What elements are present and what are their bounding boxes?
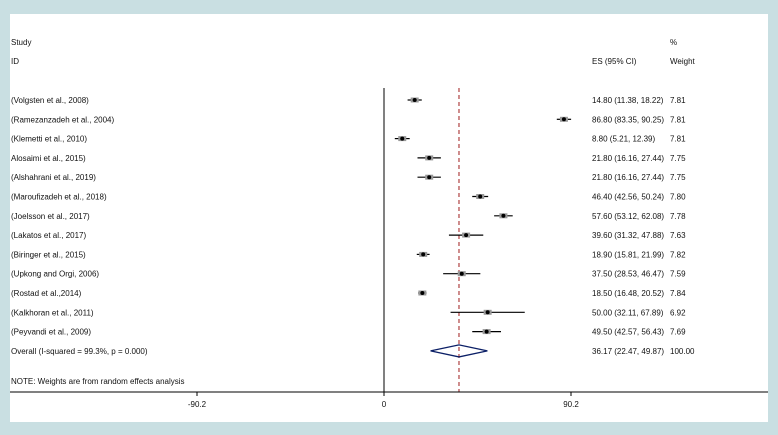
study-row: (Joelsson et al., 2017) 57.60 (53.12, 62.… (11, 212, 686, 221)
study-label: (Ramezanzadeh et al., 2004) (11, 115, 115, 124)
effect-size-text: 37.50 (28.53, 46.47) (592, 270, 664, 279)
x-tick-label: 0 (382, 400, 387, 409)
study-row: (Maroufizadeh et al., 2018) 46.40 (42.56,… (11, 193, 686, 202)
point-estimate (484, 329, 489, 334)
weight-text: 7.59 (670, 270, 686, 279)
x-tick-label: -90.2 (188, 400, 207, 409)
weight-text: 7.84 (670, 289, 686, 298)
effect-size-text: 21.80 (16.16, 27.44) (592, 154, 664, 163)
point-estimate (400, 136, 405, 141)
study-label: (Kalkhoran et al., 2011) (11, 308, 94, 317)
point-estimate (561, 117, 566, 122)
study-label: (Joelsson et al., 2017) (11, 212, 90, 221)
point-estimate (420, 291, 425, 295)
study-row: (Kalkhoran et al., 2011) 50.00 (32.11, 67… (11, 308, 686, 317)
study-label: (Alshahrani et al., 2019) (11, 173, 96, 182)
weight-text: 7.81 (670, 135, 686, 144)
study-rows: (Volgsten et al., 2008) 14.80 (11.38, 18.… (11, 88, 695, 392)
weight-text: 7.69 (670, 328, 686, 337)
forest-plot: Study ID ES (95% CI) % Weight (Volgsten … (10, 38, 768, 409)
point-estimate (427, 155, 432, 160)
study-row: (Rostad et al.,2014) 18.50 (16.48, 20.52)… (11, 289, 686, 298)
point-estimate (421, 252, 426, 257)
weight-text: 7.75 (670, 173, 686, 182)
effect-size-text: 18.90 (15.81, 21.99) (592, 250, 664, 259)
weight-text: 7.81 (670, 115, 686, 124)
weights-note: NOTE: Weights are from random effects an… (11, 377, 185, 386)
weight-text: 7.80 (670, 193, 686, 202)
effect-size-text: 46.40 (42.56, 50.24) (592, 193, 664, 202)
point-estimate (412, 98, 417, 102)
study-row: (Volgsten et al., 2008) 14.80 (11.38, 18.… (11, 96, 686, 105)
study-label: (Peyvandi et al., 2009) (11, 328, 91, 337)
point-estimate (427, 175, 432, 180)
study-row: (Klemetti et al., 2010) 8.80 (5.21, 12.39… (11, 135, 686, 144)
study-row: Alosaimi et al., 2015) 21.80 (16.16, 27.4… (11, 154, 686, 163)
point-estimate (478, 194, 483, 199)
study-label: (Klemetti et al., 2010) (11, 135, 87, 144)
study-label: (Maroufizadeh et al., 2018) (11, 193, 107, 202)
study-label: (Upkong and Orgi, 2006) (11, 270, 99, 279)
overall-diamond (430, 344, 488, 358)
study-row: (Alshahrani et al., 2019) 21.80 (16.16, 2… (11, 173, 686, 182)
study-row: (Lakatos et al., 2017) 39.60 (31.32, 47.8… (11, 231, 686, 240)
point-estimate (459, 271, 464, 276)
study-label: (Biringer et al., 2015) (11, 250, 86, 259)
effect-size-text: 8.80 (5.21, 12.39) (592, 135, 655, 144)
study-label: (Lakatos et al., 2017) (11, 231, 86, 240)
study-row: (Upkong and Orgi, 2006) 37.50 (28.53, 46.… (11, 270, 686, 279)
point-estimate (464, 233, 469, 238)
overall-label: Overall (I-squared = 99.3%, p = 0.000) (11, 347, 148, 356)
study-label: (Volgsten et al., 2008) (11, 96, 89, 105)
weight-text: 7.78 (670, 212, 686, 221)
header-study: Study (11, 38, 31, 47)
plot-panel: Study ID ES (95% CI) % Weight (Volgsten … (10, 14, 768, 422)
x-axis: -90.2 0 90.2 (10, 391, 768, 409)
effect-size-text: 18.50 (16.48, 20.52) (592, 289, 664, 298)
header-pct: % (670, 38, 677, 47)
effect-size-text: 50.00 (32.11, 67.89) (592, 308, 664, 317)
study-row: (Ramezanzadeh et al., 2004) 86.80 (83.35,… (11, 115, 686, 124)
header-id: ID (11, 57, 19, 66)
overall-effect-size-text: 36.17 (22.47, 49.87) (592, 347, 664, 356)
weight-text: 6.92 (670, 308, 686, 317)
weight-text: 7.75 (670, 154, 686, 163)
study-row: (Peyvandi et al., 2009) 49.50 (42.57, 56.… (11, 328, 686, 337)
weight-text: 7.63 (670, 231, 686, 240)
effect-size-text: 39.60 (31.32, 47.88) (592, 231, 664, 240)
header-es: ES (95% CI) (592, 57, 637, 66)
study-row: (Biringer et al., 2015) 18.90 (15.81, 21.… (11, 250, 686, 259)
effect-size-text: 14.80 (11.38, 18.22) (592, 96, 664, 105)
overall-weight-text: 100.00 (670, 347, 695, 356)
study-label: Alosaimi et al., 2015) (11, 154, 86, 163)
effect-size-text: 57.60 (53.12, 62.08) (592, 212, 664, 221)
point-estimate (485, 310, 490, 315)
weight-text: 7.81 (670, 96, 686, 105)
effect-size-text: 21.80 (16.16, 27.44) (592, 173, 664, 182)
study-label: (Rostad et al.,2014) (11, 289, 82, 298)
weight-text: 7.82 (670, 250, 686, 259)
effect-size-text: 86.80 (83.35, 90.25) (592, 115, 664, 124)
header-weight: Weight (670, 57, 696, 66)
overall-row: Overall (I-squared = 99.3%, p = 0.000) 36… (11, 344, 695, 358)
effect-size-text: 49.50 (42.57, 56.43) (592, 328, 664, 337)
point-estimate (501, 213, 506, 218)
x-tick-label: 90.2 (563, 400, 579, 409)
